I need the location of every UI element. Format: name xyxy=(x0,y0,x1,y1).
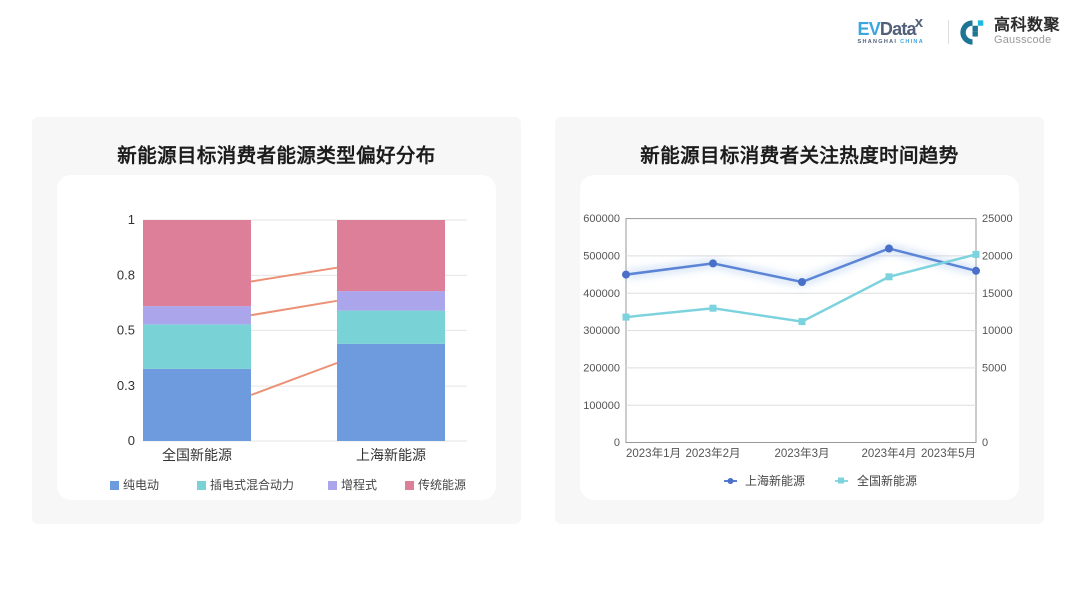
svg-text:0.3: 0.3 xyxy=(117,378,135,393)
svg-text:0.5: 0.5 xyxy=(117,322,135,337)
svg-text:15000: 15000 xyxy=(982,288,1013,300)
svg-text:2023年2月: 2023年2月 xyxy=(686,446,741,460)
svg-text:增程式: 增程式 xyxy=(341,477,377,492)
svg-text:2023年4月: 2023年4月 xyxy=(862,446,917,460)
svg-text:全国新能源: 全国新能源 xyxy=(162,447,232,463)
svg-text:20000: 20000 xyxy=(982,251,1013,263)
svg-text:300000: 300000 xyxy=(583,325,620,337)
svg-text:25000: 25000 xyxy=(982,213,1013,225)
svg-text:2023年3月: 2023年3月 xyxy=(775,446,830,460)
svg-text:500000: 500000 xyxy=(583,251,620,263)
svg-text:600000: 600000 xyxy=(583,213,620,225)
svg-text:上海新能源: 上海新能源 xyxy=(356,447,426,463)
svg-text:5000: 5000 xyxy=(982,363,1006,375)
svg-text:2023年1月: 2023年1月 xyxy=(626,446,681,460)
svg-text:100000: 100000 xyxy=(583,400,620,412)
svg-text:400000: 400000 xyxy=(583,288,620,300)
svg-text:10000: 10000 xyxy=(982,325,1013,337)
svg-text:1: 1 xyxy=(128,212,135,227)
svg-text:传统能源: 传统能源 xyxy=(418,477,466,492)
svg-text:0: 0 xyxy=(982,437,988,449)
svg-text:纯电动: 纯电动 xyxy=(123,478,159,492)
svg-text:上海新能源: 上海新能源 xyxy=(745,473,805,488)
svg-text:2023年5月: 2023年5月 xyxy=(921,446,976,460)
svg-text:200000: 200000 xyxy=(583,363,620,375)
svg-text:0.8: 0.8 xyxy=(117,267,135,282)
svg-text:0: 0 xyxy=(128,433,135,448)
svg-text:0: 0 xyxy=(614,437,620,449)
svg-text:全国新能源: 全国新能源 xyxy=(857,473,917,488)
svg-text:插电式混合动力: 插电式混合动力 xyxy=(210,477,294,492)
